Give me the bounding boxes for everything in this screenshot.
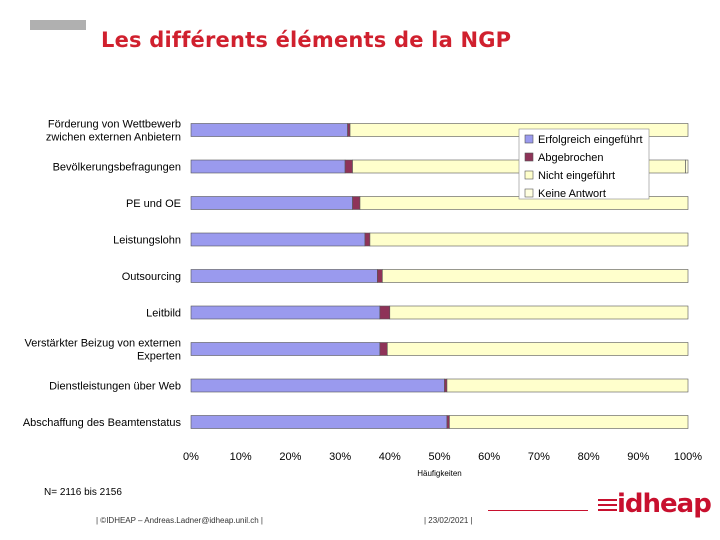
x-tick-label: 80% (578, 451, 600, 463)
legend-swatch (524, 188, 534, 198)
bar-segment (446, 378, 689, 393)
bar-segment (369, 232, 689, 247)
logo-text: idheap (617, 489, 712, 519)
x-tick-label: 0% (183, 451, 199, 463)
category-label: PE und OE (126, 198, 181, 210)
bar-segment (379, 342, 388, 356)
bar-segment (344, 159, 353, 174)
legend-entry: Erfolgreich eingeführt (538, 134, 643, 146)
x-tick-label: 30% (329, 451, 351, 463)
category-label: Verstärkter Beizug von externen (24, 338, 181, 350)
x-tick-label: 40% (379, 451, 401, 463)
bar-segment (190, 342, 381, 356)
bar-segment (190, 196, 353, 210)
x-tick-label: 100% (674, 451, 702, 463)
legend-swatch (524, 152, 534, 162)
bar-segment (377, 269, 383, 283)
category-label: Outsourcing (122, 271, 181, 283)
category-label: Abschaffung des Beamtenstatus (23, 417, 182, 429)
sample-size-note: N= 2116 bis 2156 (44, 487, 122, 498)
footer-divider (488, 510, 588, 511)
bar-segment (190, 232, 366, 247)
legend-swatch (524, 134, 534, 144)
bar-segment (190, 415, 448, 429)
bar-segment (190, 159, 346, 174)
bar-segment (364, 232, 371, 247)
bar-segment (190, 269, 378, 283)
legend-entry: Keine Antwort (538, 188, 606, 200)
category-label: Dienstleistungen über Web (49, 381, 181, 393)
bar-segment (190, 305, 381, 320)
x-tick-label: 60% (478, 451, 500, 463)
bar-segment (387, 342, 689, 356)
bar-segment (347, 123, 351, 137)
x-tick-label: 20% (279, 451, 301, 463)
x-tick-label: 10% (230, 451, 252, 463)
category-label: Bevölkerungsbefragungen (53, 162, 181, 174)
x-axis-label: Häufigkeiten (417, 469, 461, 478)
bar-segment (389, 305, 689, 320)
category-label: Förderung von Wettbewerb (48, 119, 181, 131)
legend-entry: Abgebrochen (538, 152, 603, 164)
x-tick-label: 90% (627, 451, 649, 463)
title-accent-bar (30, 20, 86, 30)
bar-segment (685, 159, 689, 174)
legend-swatch (524, 170, 534, 180)
bar-segment (352, 196, 361, 210)
bar-segment (446, 415, 450, 429)
footer-copyright: | ©IDHEAP – Andreas.Ladner@idheap.unil.c… (96, 516, 264, 525)
logo-lines-icon (598, 499, 617, 514)
category-label: Experten (137, 351, 181, 363)
x-tick-label: 50% (428, 451, 450, 463)
category-label: Leistungslohn (113, 235, 181, 247)
footer-date: | 23/02/2021 | (424, 516, 473, 525)
legend-entry: Nicht eingeführt (538, 170, 615, 182)
bar-segment (190, 378, 445, 393)
bar-segment (379, 305, 391, 320)
category-label: Leitbild (146, 308, 181, 320)
slide-title: Les différents éléments de la NGP (101, 28, 512, 52)
category-label: zwichen externen Anbietern (46, 132, 181, 144)
bar-segment (444, 378, 448, 393)
bar-segment (449, 415, 689, 429)
idheap-logo: idheap (598, 489, 712, 520)
x-tick-label: 70% (528, 451, 550, 463)
bar-segment (190, 123, 348, 137)
legend-box (518, 128, 650, 200)
bar-segment (382, 269, 689, 283)
